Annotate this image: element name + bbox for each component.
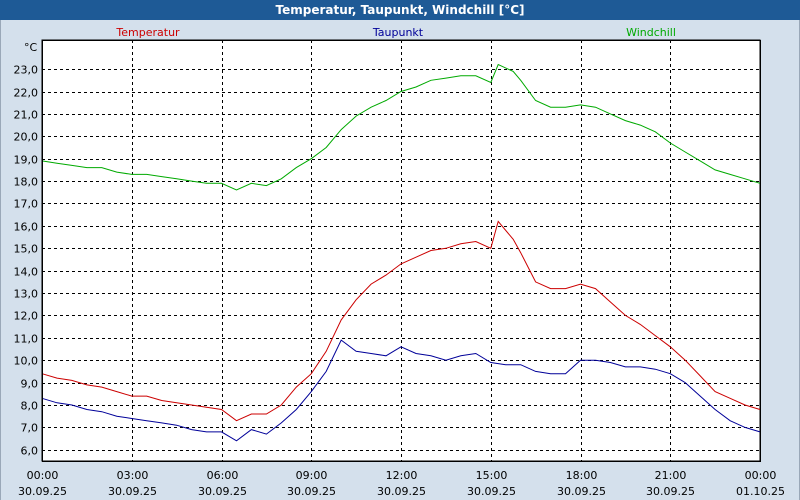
y-tick-label: 21,0 (14, 109, 39, 122)
y-tick-label: 9,0 (21, 378, 39, 391)
legend-windchill: Windchill (626, 26, 676, 39)
y-tick-label: 22,0 (14, 87, 39, 100)
chart-title: Temperatur, Taupunkt, Windchill [°C] (0, 0, 800, 20)
y-tick-label: 10,0 (14, 355, 39, 368)
x-tick-time: 03:00 (117, 469, 149, 482)
y-tick-label: 11,0 (14, 333, 39, 346)
legend-taupunkt: Taupunkt (372, 26, 424, 39)
x-tick-date: 30.09.25 (108, 485, 157, 498)
y-tick-label: 13,0 (14, 288, 39, 301)
y-axis-label: °C (24, 41, 38, 54)
x-tick-date: 30.09.25 (646, 485, 695, 498)
y-tick-label: 18,0 (14, 176, 39, 189)
x-tick-time: 18:00 (566, 469, 598, 482)
x-tick-date: 30.09.25 (557, 485, 606, 498)
series-line-taupunkt (41, 339, 761, 442)
x-tick-date: 30.09.25 (198, 485, 247, 498)
y-tick-label: 15,0 (14, 243, 39, 256)
x-tick-time: 00:00 (745, 469, 777, 482)
x-tick-time: 00:00 (27, 469, 59, 482)
x-tick-date: 30.09.25 (287, 485, 336, 498)
legend-temperatur: Temperatur (115, 26, 180, 39)
y-tick-label: 12,0 (14, 310, 39, 323)
y-tick-label: 16,0 (14, 221, 39, 234)
y-tick-label: 20,0 (14, 131, 39, 144)
y-tick-label: 8,0 (21, 400, 39, 413)
x-tick-date: 30.09.25 (467, 485, 516, 498)
x-tick-time: 21:00 (655, 469, 687, 482)
y-tick-label: 14,0 (14, 266, 39, 279)
x-tick-date: 01.10.25 (736, 485, 785, 498)
x-tick-time: 09:00 (296, 469, 328, 482)
y-tick-label: 6,0 (21, 445, 39, 458)
y-tick-label: 7,0 (21, 422, 39, 435)
x-tick-time: 15:00 (476, 469, 508, 482)
x-tick-date: 30.09.25 (377, 485, 426, 498)
y-tick-label: 17,0 (14, 198, 39, 211)
plot-border (42, 40, 761, 462)
y-tick-label: 23,0 (14, 64, 39, 77)
x-tick-time: 06:00 (207, 469, 239, 482)
series-line-windchill (41, 63, 761, 191)
x-tick-time: 12:00 (386, 469, 418, 482)
y-tick-label: 19,0 (14, 154, 39, 167)
series-line-temperatur (41, 220, 761, 422)
x-tick-date: 30.09.25 (18, 485, 67, 498)
